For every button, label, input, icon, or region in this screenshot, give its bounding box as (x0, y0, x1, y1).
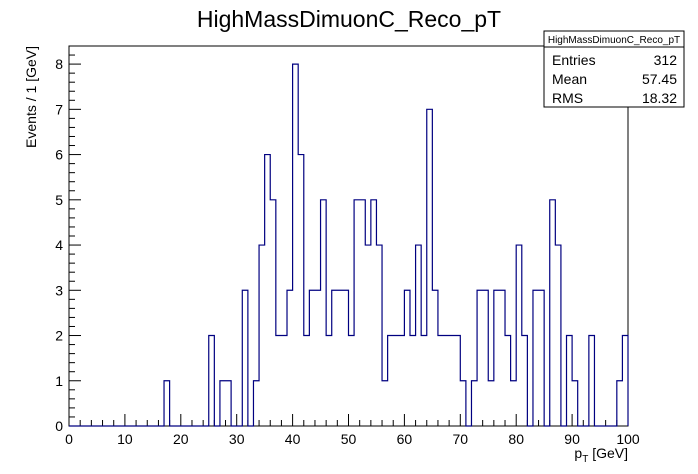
histogram-outline (69, 63, 629, 427)
x-tick-label: 30 (229, 431, 245, 447)
y-tick-label: 2 (55, 328, 63, 344)
stats-value-entries: 312 (654, 52, 678, 68)
x-axis-title-sub: T (582, 454, 588, 465)
y-tick-label: 8 (55, 56, 63, 72)
x-tick-label: 70 (453, 431, 469, 447)
x-tick-label: 60 (397, 431, 413, 447)
x-tick-label: 0 (65, 431, 73, 447)
y-tick-label: 4 (55, 237, 63, 253)
stats-value-rms: 18.32 (642, 90, 677, 106)
y-tick-label: 6 (55, 147, 63, 163)
x-axis-title-unit: [GeV] (588, 445, 628, 461)
stats-box-title: HighMassDimuonC_Reco_pT (548, 35, 680, 46)
y-tick-label: 0 (55, 418, 63, 434)
y-tick-label: 1 (55, 373, 63, 389)
x-tick-label: 10 (117, 431, 133, 447)
x-tick-label: 80 (508, 431, 524, 447)
stats-label-mean: Mean (552, 71, 587, 87)
y-tick-label: 5 (55, 192, 63, 208)
x-axis-title-main: p (574, 445, 582, 461)
stats-box-border (543, 30, 685, 108)
x-tick-label: 20 (173, 431, 189, 447)
y-axis-title: Events / 1 [GeV] (23, 46, 39, 148)
stats-box: HighMassDimuonC_Reco_pT Entries 312 Mean… (543, 30, 685, 108)
x-tick-label: 100 (616, 431, 640, 447)
x-tick-label: 50 (341, 431, 357, 447)
stats-label-rms: RMS (552, 90, 583, 106)
x-tick-label: 90 (564, 431, 580, 447)
stats-label-entries: Entries (552, 52, 596, 68)
stats-value-mean: 57.45 (642, 71, 677, 87)
x-tick-label: 40 (285, 431, 301, 447)
histogram-bins (69, 63, 629, 427)
chart-title: HighMassDimuonC_Reco_pT (197, 6, 501, 32)
axes: 0 10 20 30 40 50 60 70 80 90 100 0 1 2 3 4 5 6 7 8 (55, 45, 640, 447)
y-tick-label: 3 (55, 282, 63, 298)
y-tick-label: 7 (55, 101, 63, 117)
x-axis-title: pT [GeV] (574, 445, 628, 465)
